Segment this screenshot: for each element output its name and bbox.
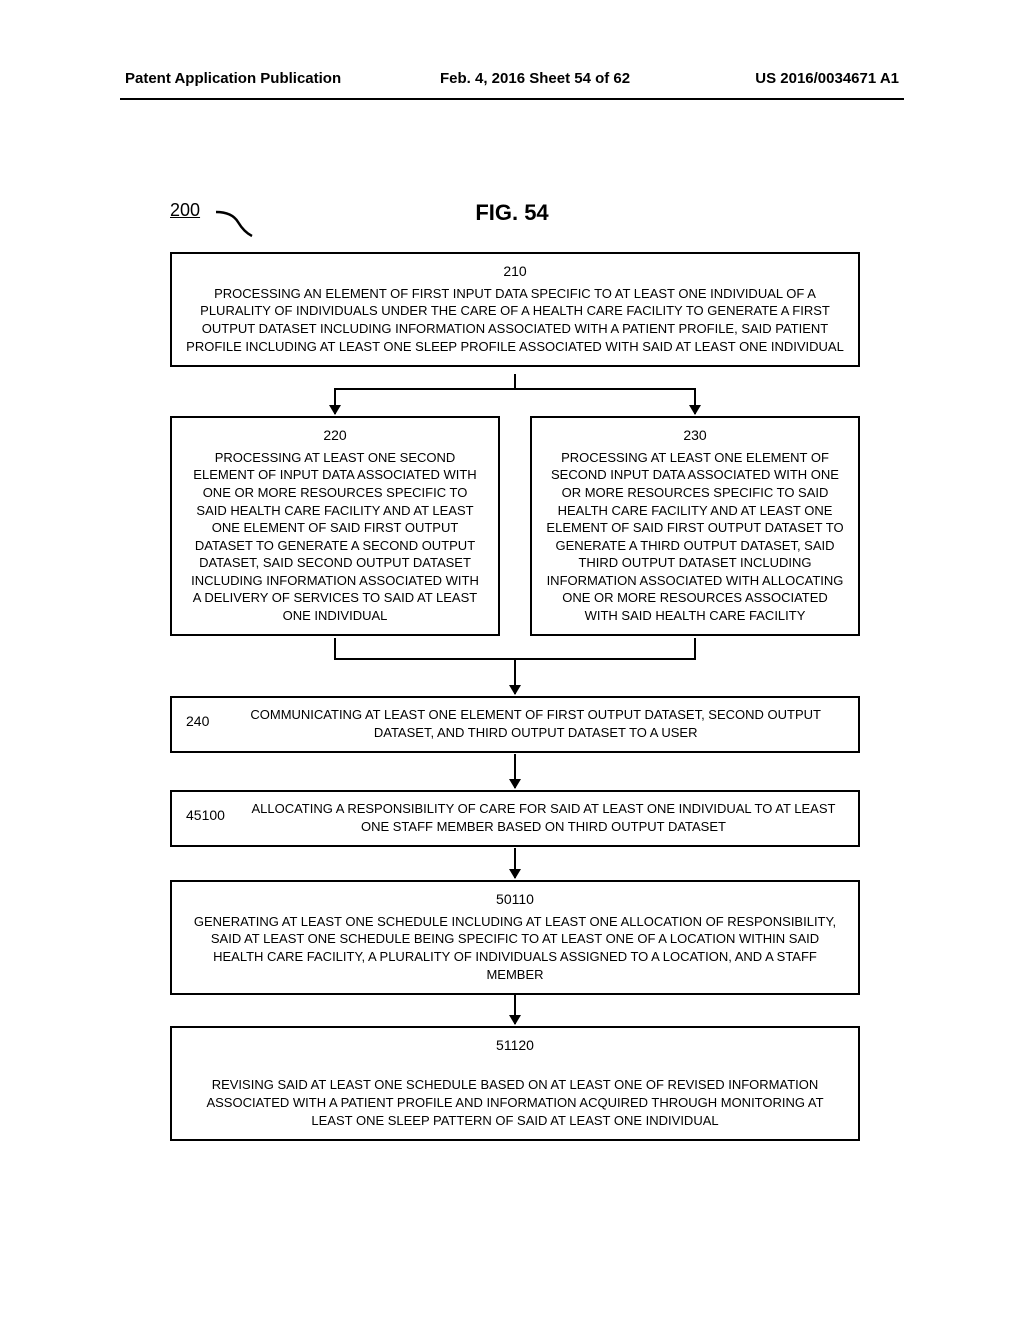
node-text: ALLOCATING A RESPONSIBILITY OF CARE FOR … [243,800,844,835]
connector [694,638,696,658]
flow-node-50110: 50110 GENERATING AT LEAST ONE SCHEDULE I… [170,880,860,995]
connector [334,388,696,390]
flow-node-45100: 45100 ALLOCATING A RESPONSIBILITY OF CAR… [170,790,860,847]
connector [334,638,336,658]
arrow-down-icon [514,994,516,1024]
arrow-down-icon [514,754,516,788]
node-number: 220 [186,426,484,445]
node-text: PROCESSING AT LEAST ONE SECOND ELEMENT O… [191,450,479,623]
header-left: Patent Application Publication [125,70,341,87]
arrow-down-icon [514,848,516,878]
node-text: PROCESSING AN ELEMENT OF FIRST INPUT DAT… [186,286,844,354]
patent-page: Patent Application Publication Feb. 4, 2… [0,0,1024,1320]
node-number: 51120 [186,1036,844,1055]
node-number: 230 [546,426,844,445]
node-number: 210 [186,262,844,281]
flow-node-230: 230 PROCESSING AT LEAST ONE ELEMENT OF S… [530,416,860,636]
node-text: GENERATING AT LEAST ONE SCHEDULE INCLUDI… [194,914,836,982]
node-number: 50110 [186,890,844,909]
figure-title: FIG. 54 [0,200,1024,226]
flow-node-240: 240 COMMUNICATING AT LEAST ONE ELEMENT O… [170,696,860,753]
node-number: 240 [186,706,209,731]
flow-node-210: 210 PROCESSING AN ELEMENT OF FIRST INPUT… [170,252,860,367]
arrow-down-icon [334,388,336,414]
flow-node-220: 220 PROCESSING AT LEAST ONE SECOND ELEME… [170,416,500,636]
header-rule [120,98,904,100]
connector [514,374,516,388]
leader-curve-icon [214,208,254,238]
node-number: 45100 [186,800,225,825]
figure-ref-label: 200 [170,200,200,221]
node-text: PROCESSING AT LEAST ONE ELEMENT OF SECON… [546,450,843,623]
node-text: REVISING SAID AT LEAST ONE SCHEDULE BASE… [206,1077,823,1127]
arrow-down-icon [514,658,516,694]
flow-node-51120: 51120 REVISING SAID AT LEAST ONE SCHEDUL… [170,1026,860,1141]
header-right: US 2016/0034671 A1 [755,70,899,87]
arrow-down-icon [694,388,696,414]
node-text: COMMUNICATING AT LEAST ONE ELEMENT OF FI… [227,706,844,741]
header-mid: Feb. 4, 2016 Sheet 54 of 62 [440,70,630,87]
